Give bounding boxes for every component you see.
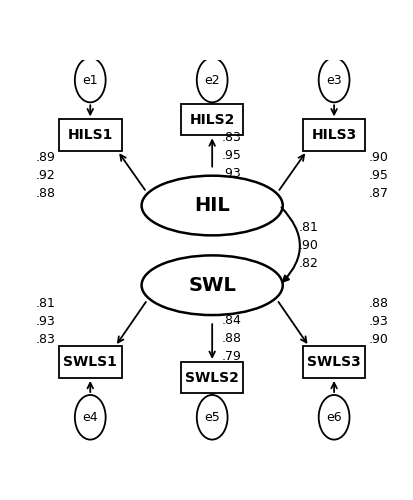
Text: .81
.90
.82: .81 .90 .82 xyxy=(298,221,318,270)
FancyBboxPatch shape xyxy=(180,362,243,394)
Ellipse shape xyxy=(141,176,282,236)
Ellipse shape xyxy=(75,395,105,440)
FancyBboxPatch shape xyxy=(180,104,243,136)
Ellipse shape xyxy=(196,395,227,440)
Text: HILS3: HILS3 xyxy=(311,128,356,142)
Ellipse shape xyxy=(318,395,349,440)
Text: e2: e2 xyxy=(204,74,219,86)
FancyBboxPatch shape xyxy=(302,120,365,151)
Ellipse shape xyxy=(141,256,282,315)
Text: .81
.93
.83: .81 .93 .83 xyxy=(36,298,56,346)
Text: SWLS3: SWLS3 xyxy=(306,355,360,369)
Text: .84
.88
.79: .84 .88 .79 xyxy=(221,314,241,363)
Text: SWLS2: SWLS2 xyxy=(185,370,239,384)
Text: .90
.95
.87: .90 .95 .87 xyxy=(368,151,388,200)
Text: .89
.92
.88: .89 .92 .88 xyxy=(36,151,56,200)
FancyBboxPatch shape xyxy=(302,346,365,378)
Ellipse shape xyxy=(196,58,227,102)
Text: SWLS1: SWLS1 xyxy=(63,355,117,369)
FancyArrowPatch shape xyxy=(281,208,299,282)
Ellipse shape xyxy=(75,58,105,102)
FancyBboxPatch shape xyxy=(59,346,121,378)
Text: HIL: HIL xyxy=(194,196,230,215)
Ellipse shape xyxy=(318,58,349,102)
Text: e5: e5 xyxy=(204,411,220,424)
Text: e1: e1 xyxy=(82,74,98,86)
FancyBboxPatch shape xyxy=(59,120,121,151)
Text: e4: e4 xyxy=(82,411,98,424)
Text: HILS2: HILS2 xyxy=(189,112,234,126)
Text: e3: e3 xyxy=(325,74,341,86)
Text: HILS1: HILS1 xyxy=(67,128,113,142)
Text: e6: e6 xyxy=(325,411,341,424)
Text: .83
.95
.93: .83 .95 .93 xyxy=(221,131,241,180)
Text: SWL: SWL xyxy=(188,276,235,294)
Text: .88
.93
.90: .88 .93 .90 xyxy=(368,298,388,346)
